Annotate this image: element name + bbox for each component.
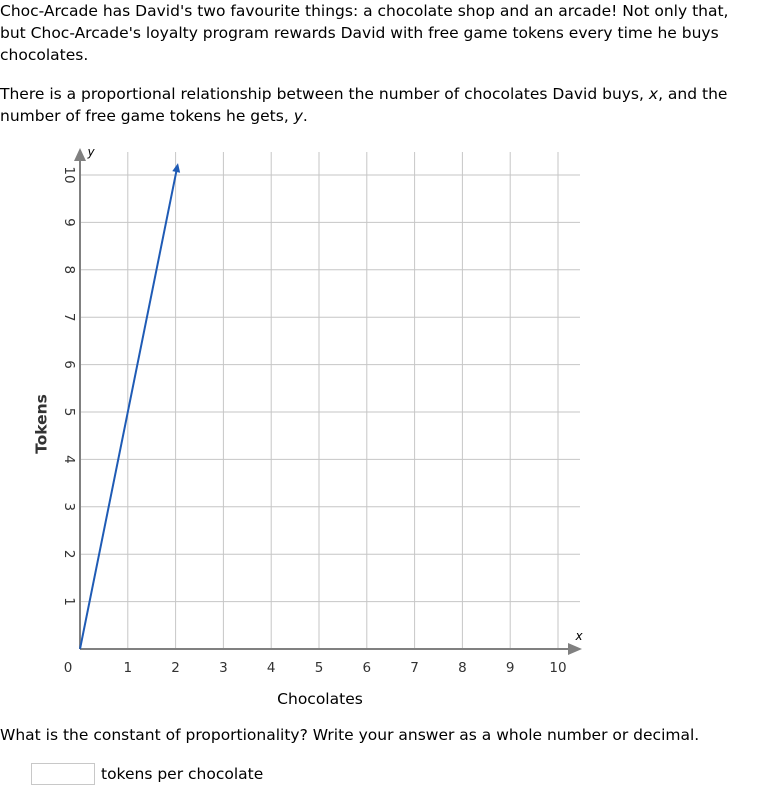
y-tick-label: 10 <box>61 166 77 183</box>
y-axis-variable: y <box>86 145 95 159</box>
y-tick-label: 2 <box>61 550 77 559</box>
y-axis-label: Tokens <box>33 394 51 454</box>
series-arrowhead <box>172 163 181 173</box>
y-axis-arrow <box>74 148 86 161</box>
proportional-graph: 0 1 2 3 4 5 6 7 8 9 10 1 2 3 4 5 6 7 8 9 10 x y Chocolates T… <box>33 145 584 708</box>
y-tick-label: 6 <box>61 360 77 369</box>
series-line <box>79 168 178 650</box>
question-text: What is the constant of proportionality?… <box>0 726 700 744</box>
x-tick-label: 3 <box>219 660 228 676</box>
x-tick-label: 10 <box>549 660 566 676</box>
y-tick-label: 9 <box>61 218 77 227</box>
x-axis-label: Chocolates <box>277 690 363 708</box>
y-tick-label: 5 <box>61 408 77 417</box>
x-tick-label: 1 <box>124 660 133 676</box>
x-tick-label: 9 <box>506 660 515 676</box>
intro-paragraph-2: There is a proportional relationship bet… <box>0 83 758 127</box>
answer-row: tokens per chocolate <box>31 762 263 786</box>
variable-x: x <box>648 85 659 103</box>
tick-labels: 0 1 2 3 4 5 6 7 8 9 10 1 2 3 4 5 6 7 8 9 10 <box>61 166 567 676</box>
x-axis-arrow <box>568 643 582 655</box>
x-tick-label: 6 <box>363 660 372 676</box>
answer-input[interactable] <box>31 763 95 785</box>
y-tick-label: 4 <box>61 455 77 464</box>
x-tick-label: 8 <box>458 660 467 676</box>
paragraph-2-text-b: , and the number of free game tokens he … <box>0 85 728 125</box>
paragraph-2-text-c: . <box>302 107 308 125</box>
data-series <box>79 163 181 650</box>
y-tick-label: 8 <box>61 266 77 275</box>
grid <box>80 152 580 649</box>
y-tick-label: 1 <box>61 597 77 606</box>
axes <box>74 148 582 655</box>
y-tick-label: 7 <box>61 313 77 322</box>
y-tick-label: 3 <box>61 503 77 512</box>
x-axis-variable: x <box>574 629 583 643</box>
x-tick-label: 7 <box>410 660 419 676</box>
x-tick-label: 5 <box>315 660 324 676</box>
x-tick-label: 4 <box>267 660 276 676</box>
x-tick-label: 2 <box>171 660 180 676</box>
paragraph-2-text-a: There is a proportional relationship bet… <box>0 85 649 103</box>
variable-y: y <box>293 107 303 125</box>
x-tick-label: 0 <box>64 660 73 676</box>
answer-unit-label: tokens per chocolate <box>101 765 264 783</box>
intro-paragraph-1: Choc-Arcade has David's two favourite th… <box>0 2 729 64</box>
